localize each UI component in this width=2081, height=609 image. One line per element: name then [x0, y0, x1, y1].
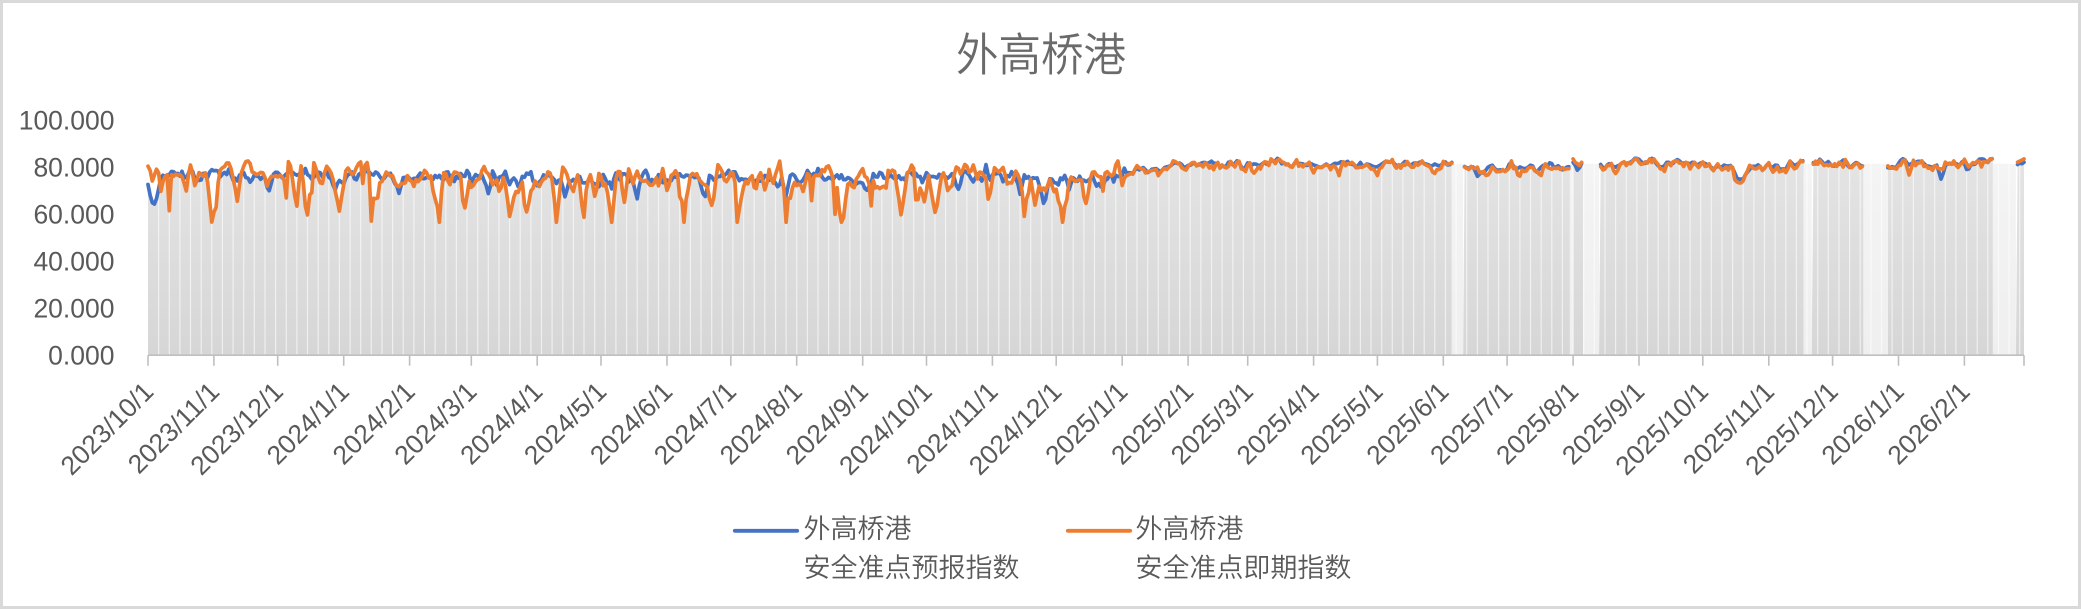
- svg-text:20.000: 20.000: [33, 294, 114, 324]
- svg-text:100.000: 100.000: [19, 105, 115, 135]
- svg-text:40.000: 40.000: [33, 247, 114, 277]
- svg-text:60.000: 60.000: [33, 200, 114, 230]
- svg-text:0.000: 0.000: [48, 341, 114, 371]
- svg-text:80.000: 80.000: [33, 152, 114, 182]
